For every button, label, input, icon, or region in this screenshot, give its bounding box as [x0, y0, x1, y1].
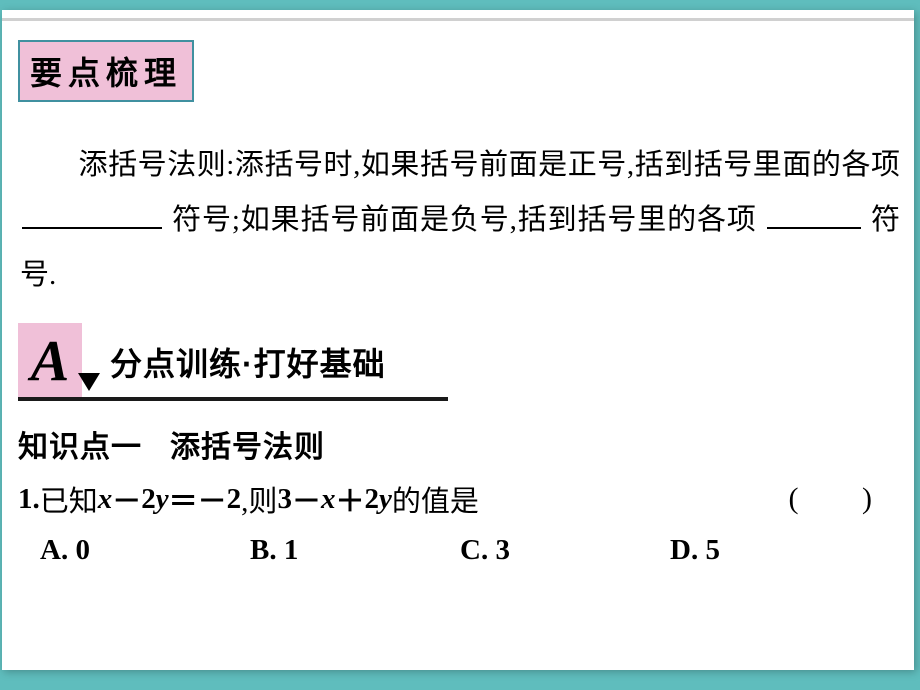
q1-y1: y — [156, 483, 169, 516]
q1-3: 3 — [277, 483, 292, 516]
rule-text-b: 符号;如果括号前面是负号,括到括号里的各项 — [172, 204, 757, 236]
q1-y2: y — [379, 483, 392, 516]
q1-op2: － — [292, 478, 321, 520]
q1-suffix: 的值是 — [392, 478, 479, 520]
a-letter-box: A — [18, 323, 82, 397]
knowledge-point-heading: 知识点一 添括号法则 — [18, 422, 325, 466]
q1-prefix: 已知 — [40, 478, 98, 520]
option-b[interactable]: B. 1 — [250, 534, 460, 567]
page: 要点梳理 添括号法则:添括号时,如果括号前面是正号,括到括号里面的各项 符号;如… — [2, 10, 914, 670]
option-a[interactable]: A. 0 — [40, 534, 250, 567]
q1-op3: ＋ — [335, 478, 364, 520]
q1-neg2: 2 — [227, 483, 242, 516]
a-letter: A — [31, 327, 70, 394]
section-badge: 要点梳理 — [18, 40, 194, 102]
fill-blank-1[interactable] — [22, 197, 162, 229]
q1-number: 1. — [18, 483, 40, 516]
q1-mid: ,则 — [241, 478, 277, 520]
fill-blank-2[interactable] — [767, 197, 861, 229]
kp-title: 添括号法则 — [170, 431, 325, 464]
question-1: 1. 已知 x － 2 y ＝－ 2 ,则 3 － x ＋ 2 y 的值是 ( … — [18, 478, 900, 520]
triangle-down-icon — [78, 373, 100, 391]
option-c[interactable]: C. 3 — [460, 534, 670, 567]
q1-eq: ＝－ — [169, 478, 227, 520]
answer-paren[interactable]: ( ) — [789, 482, 900, 516]
badge-title: 要点梳理 — [30, 55, 182, 91]
rule-text-a: 添括号法则:添括号时,如果括号前面是正号,括到括号里面的各项 — [78, 149, 900, 181]
q1-x2: x — [321, 483, 336, 516]
q1-x1: x — [98, 483, 113, 516]
option-d[interactable]: D. 5 — [670, 534, 880, 567]
question-1-text: 1. 已知 x － 2 y ＝－ 2 ,则 3 － x ＋ 2 y 的值是 — [18, 478, 479, 520]
q1-2b: 2 — [364, 483, 379, 516]
section-a-header: A 分点训练·打好基础 — [18, 323, 448, 401]
q1-2a: 2 — [141, 483, 156, 516]
rule-paragraph: 添括号法则:添括号时,如果括号前面是正号,括到括号里面的各项 符号;如果括号前面… — [20, 138, 900, 303]
kp-label: 知识点一 — [18, 431, 142, 464]
q1-op1: － — [112, 478, 141, 520]
section-a-title: 分点训练·打好基础 — [110, 339, 386, 397]
question-1-options: A. 0 B. 1 C. 3 D. 5 — [40, 534, 884, 567]
